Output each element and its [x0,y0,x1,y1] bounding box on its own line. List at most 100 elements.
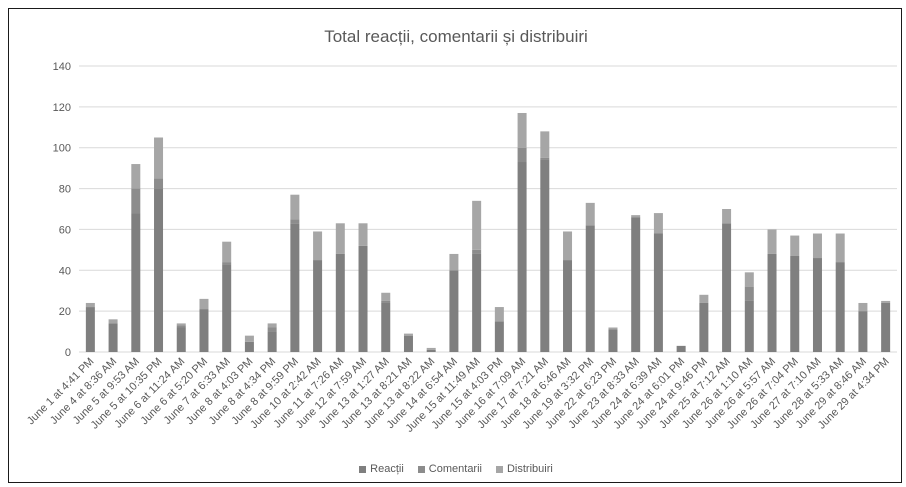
bar-segment [699,294,709,303]
bar-segment [767,229,777,254]
bar-segment [381,300,391,303]
bar-segment [881,300,891,303]
bar-segment [449,253,459,271]
y-tick-label: 120 [53,102,71,114]
bar-segment [472,253,482,352]
y-tick-label: 40 [59,265,71,277]
bar-segment [85,307,95,352]
bar-segment [222,264,232,352]
bar-segment [881,302,891,352]
bar-segment [699,302,709,352]
bar-segment [722,209,732,224]
bar-segment [767,253,777,352]
bar-segment [108,323,118,352]
bar-segment [290,223,300,352]
bar-segment [585,225,595,352]
bar-segment [267,331,277,352]
bar-segment [653,233,663,352]
bar-segment [176,325,186,328]
bar-segment [585,202,595,226]
legend-label-reactii: Reacții [370,463,404,475]
bar-segment [381,292,391,301]
bar-segment [676,345,686,352]
bar-segment [744,286,754,301]
bar-segment [267,327,277,332]
y-tick-label: 0 [65,347,71,359]
bar-segment [540,157,550,160]
bar-segment [744,272,754,287]
bar-segment [290,219,300,224]
bar-segment [108,319,118,324]
bar-segment [154,137,164,179]
bar-segment [517,162,527,352]
bar-segment [517,112,527,148]
bar-segment [131,164,141,189]
bar-segment [494,307,504,322]
bar-segment [835,262,845,352]
bar-segment [335,253,345,352]
bar-segment [835,233,845,263]
y-tick-label: 20 [59,306,71,318]
bar-segment [335,223,345,254]
bar-segment [472,200,482,250]
y-tick-label: 60 [59,224,71,236]
bar-segment [608,327,618,330]
y-tick-label: 140 [53,61,71,73]
legend-swatch-comentarii [417,465,425,473]
bar-segment [722,223,732,352]
bar-segment [403,333,413,336]
bar-segment [244,335,254,342]
bar-segment [812,258,822,352]
bar-segment [290,194,300,220]
chart-legend: Reacții Comentarii Distribuiri [9,463,903,475]
bar-segment [358,245,368,352]
chart-frame: Total reacții, comentarii și distribuiri… [8,8,902,483]
bar-segment [154,178,164,189]
bar-segment [222,262,232,265]
bar-segment [244,341,254,352]
bar-segment [131,213,141,352]
bar-segment [540,159,550,352]
bar-segment [358,223,368,246]
bar-segment [313,260,323,352]
bar-segment [131,188,141,214]
y-tick-label: 100 [53,143,71,155]
bar-segment [744,300,754,352]
bar-segment [381,302,391,352]
bar-segment [812,233,822,259]
bar-segment [563,260,573,352]
bar-segment [494,321,504,352]
bar-segment [858,311,868,352]
bar-segment [540,131,550,158]
legend-label-distribuiri: Distribuiri [506,463,553,475]
bar-segment [790,255,800,352]
bar-segment [858,302,868,312]
bar-segment [563,231,573,261]
legend-swatch-reactii [359,465,367,473]
bar-segment [631,217,641,352]
legend-label-comentarii: Comentarii [428,463,482,475]
bar-segment [176,327,186,352]
bar-segment [608,329,618,352]
legend-item-distribuiri: Distribuiri [495,463,553,475]
bar-segment [313,231,323,261]
legend-item-comentarii: Comentarii [417,463,482,475]
bar-segment [790,235,800,256]
legend-swatch-distribuiri [495,465,503,473]
bar-segment [85,302,95,308]
bar-segment [199,309,209,352]
bar-segment [267,323,277,328]
bar-segment [176,323,186,326]
y-tick-label: 80 [59,184,71,196]
bar-segment [154,188,164,352]
bar-segment [199,298,209,310]
bar-segment [517,147,527,163]
bar-segment [653,213,663,234]
bar-segment [403,335,413,352]
bar-segment [449,270,459,352]
bar-segment [631,215,641,218]
bar-segment [426,347,436,350]
chart-title: Total reacții, comentarii și distribuiri [324,27,588,46]
bar-segment [222,241,232,263]
